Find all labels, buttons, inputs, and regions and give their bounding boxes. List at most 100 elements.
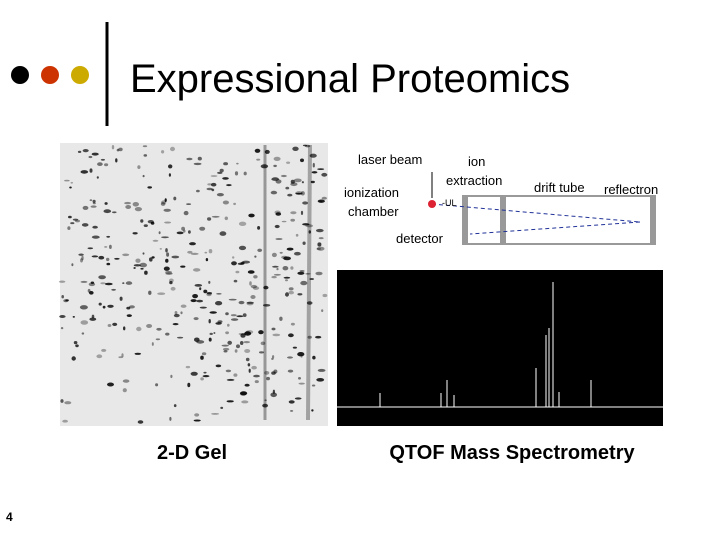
gel-spot (132, 202, 139, 207)
gel-spot (225, 369, 232, 373)
gel-spot (186, 203, 192, 206)
gel-spot (89, 199, 93, 202)
gel-spot (89, 317, 97, 321)
gel-spot (234, 171, 239, 176)
gel-spot (281, 255, 288, 259)
gel-spot (208, 337, 212, 342)
gel-spot (286, 247, 294, 251)
gel-spot (134, 352, 142, 355)
gel-spot (260, 341, 266, 346)
gel-spot (211, 182, 217, 187)
gel-spot (297, 271, 305, 275)
gel-spot (294, 397, 302, 400)
diagram-label: extraction (446, 173, 502, 188)
gel-spot (142, 145, 148, 148)
gel-spot (236, 315, 244, 318)
gel-spot (239, 391, 247, 396)
gel-spot (106, 262, 111, 266)
gel-spot (104, 246, 108, 248)
gel-spot (246, 301, 254, 304)
gel-spot (220, 406, 224, 409)
bullet-dot (41, 66, 59, 84)
diagram-plate (500, 196, 506, 244)
gel-spot (244, 349, 251, 353)
gel-spot (204, 251, 208, 254)
gel-spot (300, 158, 304, 163)
gel-spot (188, 230, 191, 234)
gel-spot (227, 323, 230, 327)
gel-spot (263, 285, 269, 290)
gel-spot (102, 305, 106, 309)
gel-spot (290, 218, 296, 222)
gel-spot (311, 409, 314, 412)
gel-spot (183, 210, 189, 216)
gel-spot (192, 294, 199, 299)
gel-spot (206, 187, 213, 191)
gel-spot (165, 272, 173, 275)
gel-spot (170, 146, 175, 152)
gel-spot (207, 217, 212, 221)
gel-spot (100, 282, 106, 285)
gel-spot (142, 174, 145, 178)
gel-spot (257, 226, 261, 230)
gel-spot (254, 380, 259, 384)
gel-spot (316, 378, 325, 382)
gel-spot (311, 171, 318, 174)
gel-spot (77, 150, 82, 153)
gel-spot (91, 314, 95, 319)
gel-spot (109, 244, 112, 249)
gel-spot (107, 304, 114, 308)
gel-spot (272, 265, 279, 268)
gel-spot (252, 286, 260, 290)
gel-spot (187, 382, 191, 388)
gel-spot (208, 280, 211, 284)
gel-spot (75, 344, 79, 348)
gel-spot (168, 164, 173, 169)
gel-spot (228, 298, 237, 301)
gel-spot (318, 237, 324, 240)
gel-spot (185, 365, 191, 369)
gel-spot (211, 413, 220, 415)
gel-spot (253, 374, 260, 378)
gel-spot (71, 263, 74, 267)
diagram-label: drift tube (534, 180, 585, 195)
gel-spot (200, 377, 204, 381)
gel-spot (317, 168, 325, 171)
gel-spot (107, 324, 112, 327)
gel-spot (72, 218, 79, 221)
gel-spot (190, 252, 199, 255)
gel-spot (64, 179, 70, 182)
gel-spot (236, 344, 240, 349)
gel-spot (232, 256, 235, 259)
gel-spot (290, 266, 294, 270)
gel-spot (134, 207, 142, 212)
gel-spot (315, 335, 322, 339)
gel-spot (104, 282, 113, 286)
gel-spot (87, 247, 94, 250)
gel-spot (122, 253, 130, 257)
gel-spot (98, 275, 106, 280)
gel-spot (262, 403, 268, 408)
gel-spot (238, 300, 245, 305)
gel-spot (297, 293, 303, 296)
gel-spot (177, 336, 184, 339)
gel-spot (246, 301, 254, 306)
gel-spot (288, 400, 295, 404)
gel-spot (107, 382, 114, 387)
gel-spot (67, 226, 71, 231)
gel-spot (161, 150, 165, 154)
gel-spot (244, 383, 250, 387)
gel-spot (190, 371, 198, 376)
gel-spot (281, 220, 287, 223)
gel-spot (64, 401, 72, 405)
gel-spot (163, 266, 170, 271)
gel-spot (168, 173, 171, 177)
gel-spot (115, 158, 118, 163)
gel-spot (80, 320, 89, 325)
gel-spot (300, 210, 304, 215)
gel-spot (80, 170, 89, 174)
gel-spot (221, 344, 229, 347)
gel-spot (137, 165, 141, 170)
gel-spot (80, 280, 88, 283)
gel-spot (224, 216, 228, 221)
